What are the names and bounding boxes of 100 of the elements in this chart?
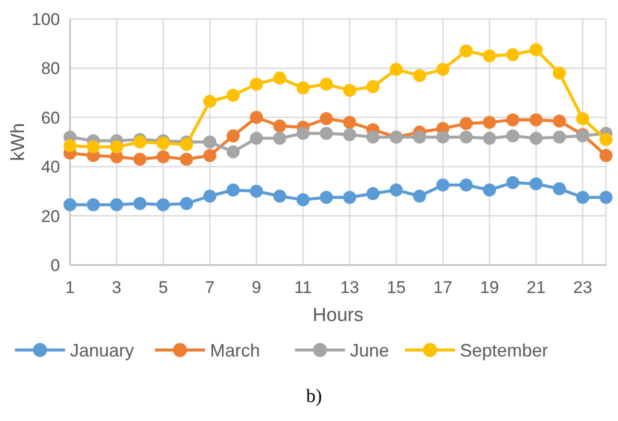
point: [460, 117, 473, 130]
legend-label: June: [350, 340, 390, 360]
point: [226, 145, 240, 158]
point: [530, 113, 543, 126]
point: [482, 132, 496, 145]
legend-label: September: [460, 340, 548, 360]
point: [552, 66, 566, 80]
point: [133, 152, 146, 166]
point: [343, 128, 356, 142]
point: [343, 84, 356, 97]
point: [366, 130, 380, 144]
point: [436, 62, 450, 76]
point: [226, 183, 240, 196]
point: [273, 190, 286, 203]
point: [273, 132, 286, 145]
x-tick-label: 9: [252, 278, 262, 297]
point: [460, 130, 473, 144]
y-axis-title: kWh: [8, 123, 29, 161]
x-tick-label: 21: [526, 278, 546, 297]
point: [296, 126, 310, 140]
point: [482, 116, 496, 129]
point: [250, 184, 263, 198]
point: [343, 190, 356, 204]
point: [366, 187, 380, 200]
point: [273, 120, 286, 133]
point: [576, 190, 590, 204]
y-tick-label: 60: [41, 108, 60, 128]
point: [600, 133, 612, 146]
point: [482, 183, 496, 196]
point: [180, 197, 194, 210]
y-tick-label: 20: [41, 206, 60, 226]
point: [413, 190, 426, 203]
point: [343, 116, 356, 129]
point: [133, 136, 146, 148]
point: [390, 183, 403, 196]
point: [156, 198, 170, 212]
x-tick-label: 5: [158, 278, 168, 297]
x-axis-title: Hours: [312, 305, 364, 326]
point: [203, 190, 216, 203]
point: [296, 193, 310, 206]
y-tick-label: 40: [41, 158, 60, 177]
y-tick-label: 0: [50, 256, 60, 275]
point: [320, 112, 333, 126]
point: [250, 110, 263, 124]
point: [110, 198, 124, 212]
point: [64, 198, 76, 212]
text: b): [306, 386, 322, 407]
point: [86, 140, 100, 154]
point: [390, 62, 403, 76]
point: [552, 114, 566, 128]
point: [576, 112, 590, 126]
x-tick-label: 19: [480, 278, 499, 297]
point: [506, 129, 520, 142]
y-tick-label: 80: [41, 59, 60, 78]
x-tick-label: 17: [433, 278, 452, 297]
point: [460, 178, 473, 192]
point: [156, 150, 170, 164]
legend-label: March: [210, 340, 260, 360]
point: [600, 190, 612, 204]
point: [552, 130, 566, 144]
point: [506, 176, 520, 190]
point: [64, 139, 76, 152]
y-tick-label: 100: [32, 10, 60, 29]
point: [506, 48, 520, 62]
point: [180, 152, 194, 166]
point: [226, 88, 240, 102]
point: [320, 126, 333, 140]
point: [600, 149, 612, 162]
point: [226, 129, 240, 142]
x-tick-label: 3: [112, 278, 122, 297]
point: [203, 136, 216, 148]
point: [203, 149, 216, 162]
point: [482, 49, 496, 62]
legend-label: January: [70, 340, 134, 360]
point: [133, 197, 146, 210]
point: [250, 132, 263, 145]
point: [296, 81, 310, 94]
point: [250, 78, 263, 91]
point: [460, 44, 473, 58]
point: [110, 140, 124, 154]
point: [413, 130, 426, 144]
x-tick-label: 13: [340, 278, 360, 297]
point: [180, 138, 194, 151]
point: [552, 182, 566, 196]
point: [530, 177, 543, 190]
point: [530, 132, 543, 145]
point: [530, 43, 543, 56]
point: [436, 178, 450, 192]
point: [156, 136, 170, 150]
point: [86, 198, 100, 212]
x-tick-label: 1: [65, 278, 75, 297]
point: [320, 190, 333, 204]
point: [203, 94, 216, 108]
point: [366, 80, 380, 94]
x-tick-label: 7: [205, 278, 215, 297]
point: [273, 72, 286, 85]
point: [413, 69, 426, 82]
point: [506, 113, 520, 126]
point: [320, 78, 333, 91]
x-tick-label: 11: [294, 278, 312, 297]
